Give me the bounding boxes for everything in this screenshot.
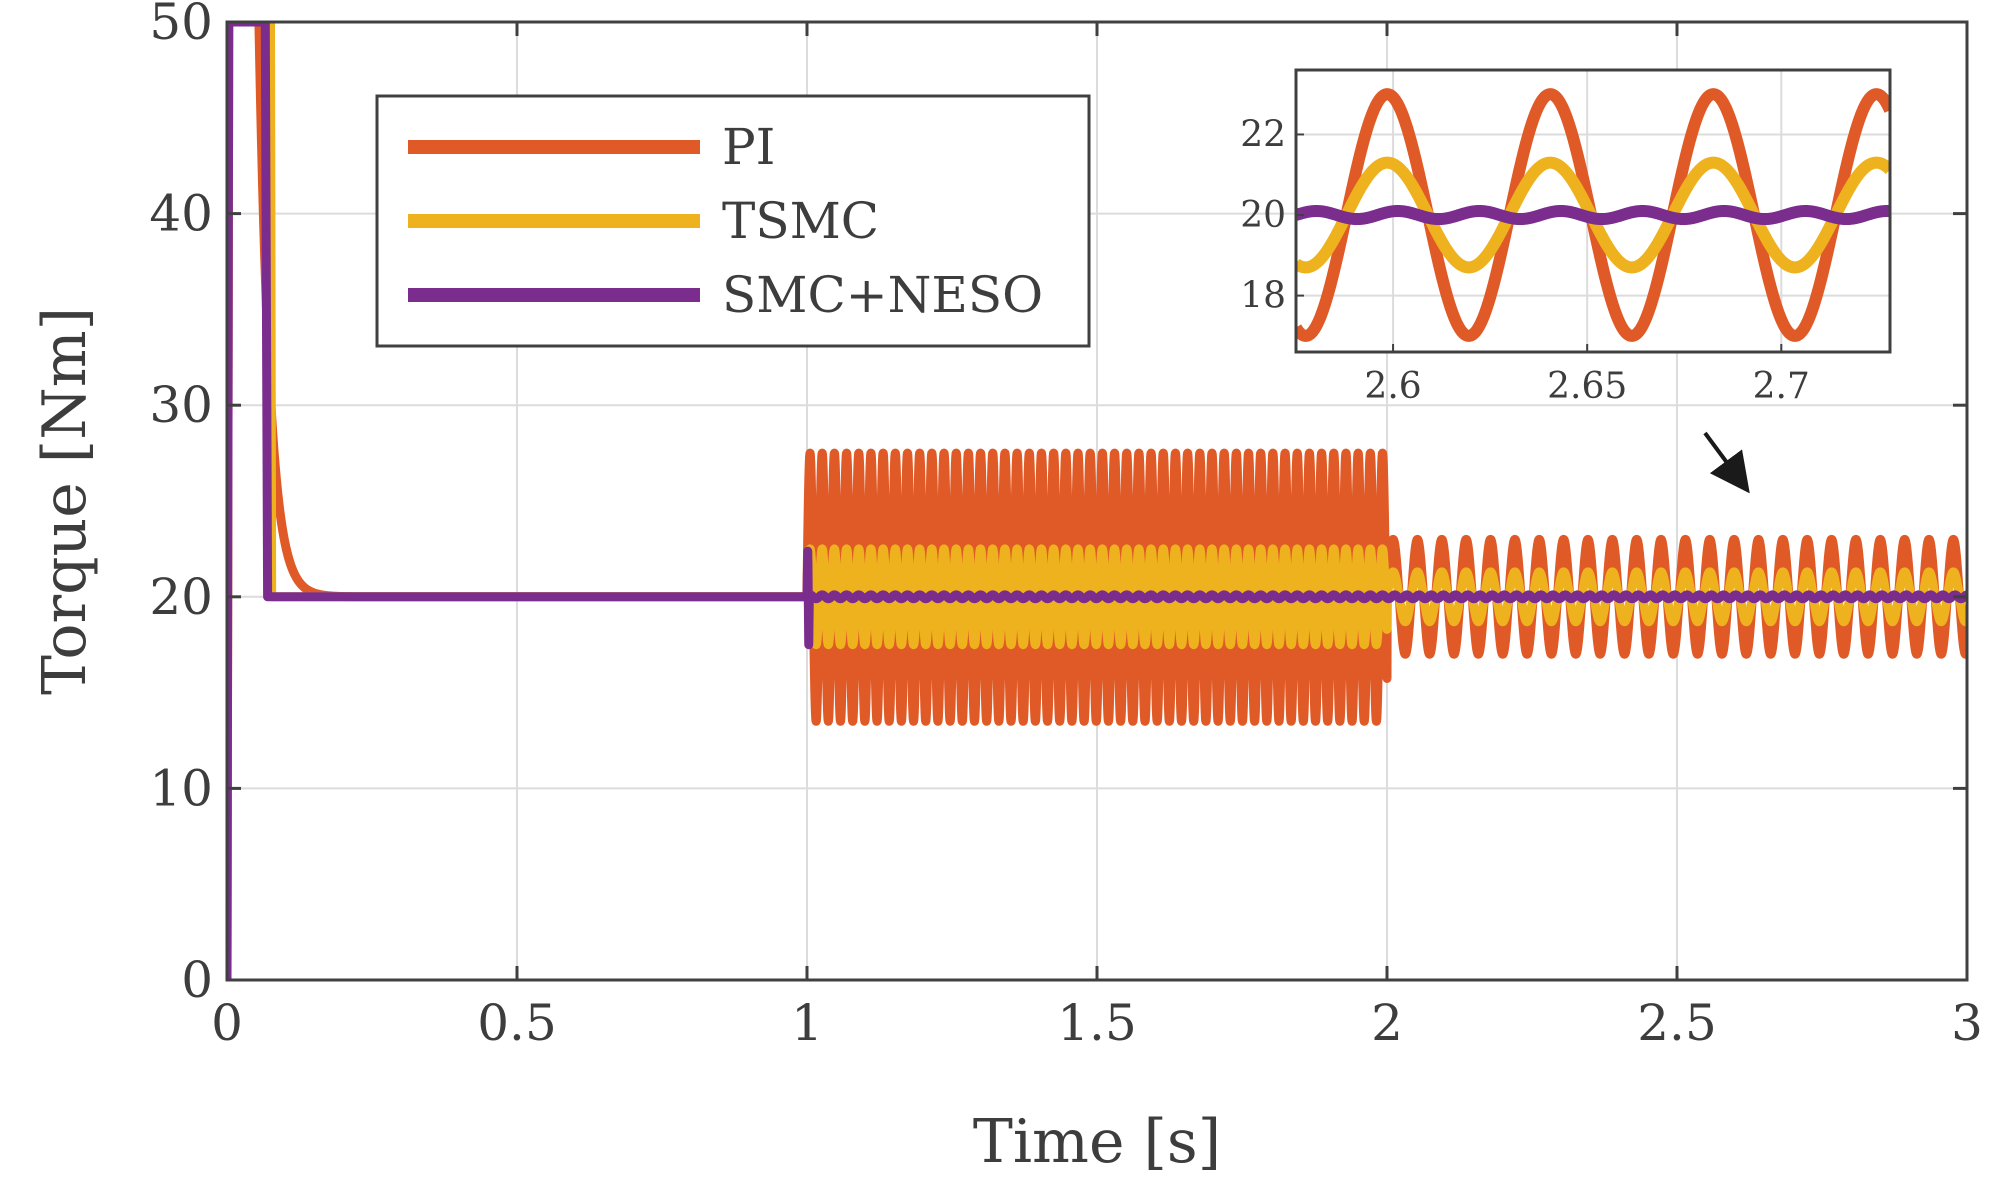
x-tick-label: 1.5 — [1057, 994, 1137, 1052]
inset-x-tick-label: 2.7 — [1753, 366, 1810, 407]
inset-plot-frame — [1294, 68, 1892, 354]
inset-x-tick-label: 2.6 — [1364, 366, 1421, 407]
inset-line-smc-neso — [1296, 205, 1890, 226]
y-tick-label: 50 — [149, 0, 213, 51]
x-axis-label: Time [s] — [973, 1107, 1221, 1177]
y-tick-label: 40 — [149, 185, 213, 243]
legend: PI TSMC SMC+NESO — [375, 94, 1091, 348]
y-axis-label: Torque [Nm] — [30, 307, 100, 695]
inset-ticks: 2.6 2.65 2.7 18 20 22 — [1240, 114, 1810, 407]
y-tick-label: 30 — [149, 376, 213, 434]
legend-label-pi: PI — [722, 118, 775, 176]
legend-label-smc-neso: SMC+NESO — [722, 266, 1043, 324]
y-tick-label: 0 — [181, 951, 213, 1009]
legend-label-tsmc: TSMC — [722, 192, 879, 250]
x-tick-label: 0.5 — [477, 994, 557, 1052]
x-tick-label: 2.5 — [1637, 994, 1717, 1052]
zoom-arrow-icon — [1703, 431, 1750, 494]
y-tick-label: 10 — [149, 759, 213, 817]
inset-series-layer — [1296, 88, 1890, 342]
main-series-layer — [227, 22, 1967, 980]
x-tick-label: 0 — [211, 994, 243, 1052]
series-line-smc-neso — [227, 22, 1967, 980]
inset-chart: 2.6 2.65 2.7 18 20 22 — [1240, 68, 1892, 407]
inset-y-tick-label: 22 — [1240, 114, 1286, 155]
y-tick-label: 20 — [149, 568, 213, 626]
x-tick-label: 3 — [1951, 994, 1983, 1052]
x-tick-label: 2 — [1371, 994, 1403, 1052]
inset-y-tick-label: 18 — [1240, 276, 1286, 317]
inset-x-tick-label: 2.65 — [1547, 366, 1627, 407]
inset-y-tick-label: 20 — [1240, 195, 1286, 236]
x-tick-label: 1 — [791, 994, 823, 1052]
